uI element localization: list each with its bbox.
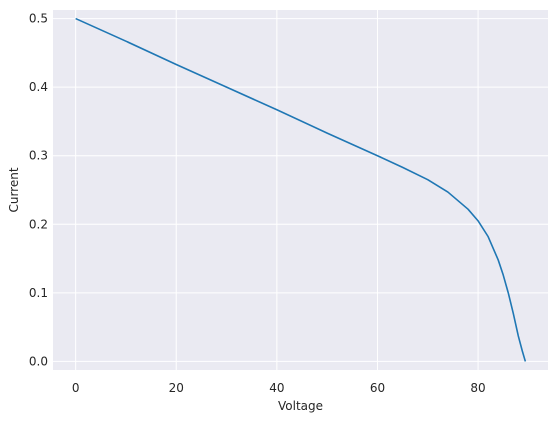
y-tick-label: 0.4	[29, 80, 48, 94]
y-tick-label: 0.2	[29, 217, 48, 231]
y-tick-labels: 0.0 0.1 0.2 0.3 0.4 0.5	[29, 12, 48, 369]
x-tick-label: 20	[169, 381, 184, 395]
x-axis-label: Voltage	[278, 399, 323, 413]
y-tick-label: 0.1	[29, 286, 48, 300]
y-axis-label: Current	[7, 167, 21, 212]
y-tick-label: 0.5	[29, 12, 48, 26]
x-tick-label: 60	[370, 381, 385, 395]
iv-curve-line	[75, 17, 527, 362]
y-tick-label: 0.0	[29, 354, 48, 368]
y-tick-label: 0.3	[29, 149, 48, 163]
x-tick-label: 40	[269, 381, 284, 395]
x-tick-label: 80	[470, 381, 485, 395]
x-tick-label: 0	[72, 381, 80, 395]
y-gridlines	[53, 18, 548, 362]
x-gridlines	[75, 10, 479, 370]
x-tick-labels: 0 20 40 60 80	[72, 381, 486, 395]
plot-area	[53, 10, 548, 370]
